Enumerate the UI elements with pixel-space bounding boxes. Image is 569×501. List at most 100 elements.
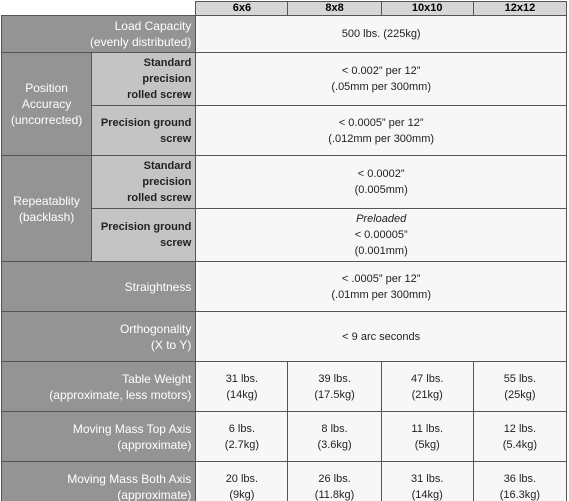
text-line: (approximate, less motors) xyxy=(49,387,192,402)
text-line: 31 lbs. xyxy=(225,372,259,385)
value-cell: < 9 arc seconds xyxy=(195,311,567,362)
text-line: 500 lbs. (225kg) xyxy=(341,28,421,40)
row-label: Table Weight (approximate, less motors) xyxy=(0,361,197,412)
value-cell: 20 lbs. (9kg) xyxy=(195,461,289,501)
sub-label: Standard precision rolled screw xyxy=(91,155,197,209)
value-cell: 39 lbs. (17.5kg) xyxy=(287,361,382,412)
sub-label: Precision ground screw xyxy=(91,105,197,156)
sub-label: Precision ground screw xyxy=(91,208,197,262)
row: Table Weight (approximate, less motors) 31… xyxy=(0,361,568,412)
text-line: 31 lbs. xyxy=(411,472,444,485)
value-cell: 12 lbs. (5.4kg) xyxy=(472,411,568,462)
text-line: (21kg) xyxy=(411,388,443,401)
text-line: Standard precision xyxy=(142,160,192,188)
column-header: 12x12 xyxy=(472,1,568,16)
column-header: 6x6 xyxy=(195,1,289,16)
corner xyxy=(1,1,196,16)
row-label: Orthogonality (X to Y) xyxy=(0,311,197,362)
value-cell: 36 lbs. (16.3kg) xyxy=(472,461,568,501)
row: Load Capacity (evenly distributed) 500 lbs… xyxy=(0,15,567,53)
text-line: 36 lbs. xyxy=(503,472,537,485)
value-cell: 31 lbs. (14kg) xyxy=(380,461,474,501)
text-line: Preloaded xyxy=(356,213,407,225)
text-line: < .0005” per 12” xyxy=(341,272,421,285)
text-line: (11.8kg) xyxy=(314,488,355,501)
text-line: 26 lbs. xyxy=(318,472,351,485)
text-line: 11 lbs. xyxy=(411,422,444,435)
text-line: 6 lbs. xyxy=(228,422,256,435)
row-label: Position Accuracy (uncorrected) xyxy=(0,52,93,156)
text-line: Moving Mass Both Axis xyxy=(67,471,192,486)
row: Precision ground screw Preloaded < 0.00005”… xyxy=(2,208,567,262)
text-line: (uncorrected) xyxy=(10,113,83,127)
text-line: 39 lbs. xyxy=(318,372,351,385)
text-line: < 0.002” per 12” xyxy=(341,65,421,77)
value-cell: 11 lbs. (5kg) xyxy=(380,411,474,462)
text-line: (17.5kg) xyxy=(314,388,355,401)
text-line: (14kg) xyxy=(226,388,258,401)
row-label: Moving Mass Both Axis (approximate) xyxy=(0,461,197,501)
text-line: Precision ground xyxy=(100,116,192,129)
text-line: < 0.0005” per 12” xyxy=(338,116,424,129)
text-line: 47 lbs. xyxy=(411,372,444,385)
text-line: (9kg) xyxy=(229,488,255,501)
text-line: (evenly distributed) xyxy=(89,35,192,49)
text-line: 20 lbs. xyxy=(225,472,259,485)
text-line: Accuracy xyxy=(21,97,72,111)
value-cell: 31 lbs. (14kg) xyxy=(195,361,289,412)
text-line: Orthogonality xyxy=(119,321,192,336)
text-line: (backlash) xyxy=(18,209,75,224)
text-line: < 9 arc seconds xyxy=(342,330,421,343)
value-cell: 55 lbs. (25kg) xyxy=(472,361,568,412)
row: Repeatablity (backlash) Standard precision… xyxy=(0,155,567,262)
text-line: screw xyxy=(160,237,192,249)
text-line: (X to Y) xyxy=(150,337,192,352)
value-cell: 26 lbs. (11.8kg) xyxy=(287,461,382,501)
text-line: Standard precision xyxy=(142,57,192,85)
row-label: Moving Mass Top Axis (approximate) xyxy=(0,411,197,462)
column-header: 8x8 xyxy=(287,1,382,16)
text-line: (approximate) xyxy=(117,487,192,501)
value-cell: < .0005” per 12” (.01mm per 300mm) xyxy=(195,261,567,312)
text-line: (16.3kg) xyxy=(499,488,541,501)
text-line: Load Capacity xyxy=(114,19,192,33)
text-line: Straightness xyxy=(124,279,192,294)
text-line: < 0.0002” xyxy=(357,168,405,180)
text-line: (approximate) xyxy=(117,437,192,452)
row: Straightness < .0005” per 12” (.01mm per 3… xyxy=(0,261,567,312)
text-line: (3.6kg) xyxy=(317,438,352,451)
text-line: Repeatablity xyxy=(13,193,80,208)
value-cell: < 0.002” per 12” (.05mm per 300mm) xyxy=(195,52,567,106)
text-line: (0.005mm) xyxy=(354,184,408,196)
text-line: (5.4kg) xyxy=(502,438,538,451)
text-line: (25kg) xyxy=(504,388,536,401)
value-cell: 8 lbs. (3.6kg) xyxy=(287,411,382,462)
text-line: Precision ground xyxy=(100,221,192,233)
row-label: Straightness xyxy=(0,261,197,312)
row: Position Accuracy (uncorrected) Standard pr… xyxy=(0,52,567,156)
text-line: 8 lbs. xyxy=(321,422,348,435)
text-line: 55 lbs. xyxy=(503,372,537,385)
text-line: 12 lbs. xyxy=(503,422,537,435)
text-line: (5kg) xyxy=(414,438,440,451)
text-line: Position xyxy=(25,81,68,95)
text-line: (14kg) xyxy=(411,488,443,501)
value-cell: 6 lbs. (2.7kg) xyxy=(195,411,289,462)
text-line: (.012mm per 300mm) xyxy=(328,132,435,145)
column-header: 10x10 xyxy=(380,1,474,16)
row: Precision ground screw < 0.0005” per 12” (.… xyxy=(2,105,567,156)
text-line: rolled screw xyxy=(127,89,192,101)
text-line: Moving Mass Top Axis xyxy=(72,421,192,436)
text-line: rolled screw xyxy=(127,192,192,204)
value-cell: < 0.0002” (0.005mm) xyxy=(195,155,567,209)
row: Orthogonality (X to Y) < 9 arc seconds xyxy=(0,311,567,362)
row-label: Load Capacity (evenly distributed) xyxy=(0,15,197,53)
text-line: Table Weight xyxy=(122,371,192,386)
header-row: 6x6 8x8 10x10 12x12 xyxy=(1,1,568,16)
text-line: (0.001mm) xyxy=(354,245,408,257)
row-label: Repeatablity (backlash) xyxy=(0,155,93,262)
row: Moving Mass Both Axis (approximate) 20 lbs… xyxy=(0,461,568,501)
text-line: screw xyxy=(160,132,192,145)
value-cell: 47 lbs. (21kg) xyxy=(380,361,474,412)
